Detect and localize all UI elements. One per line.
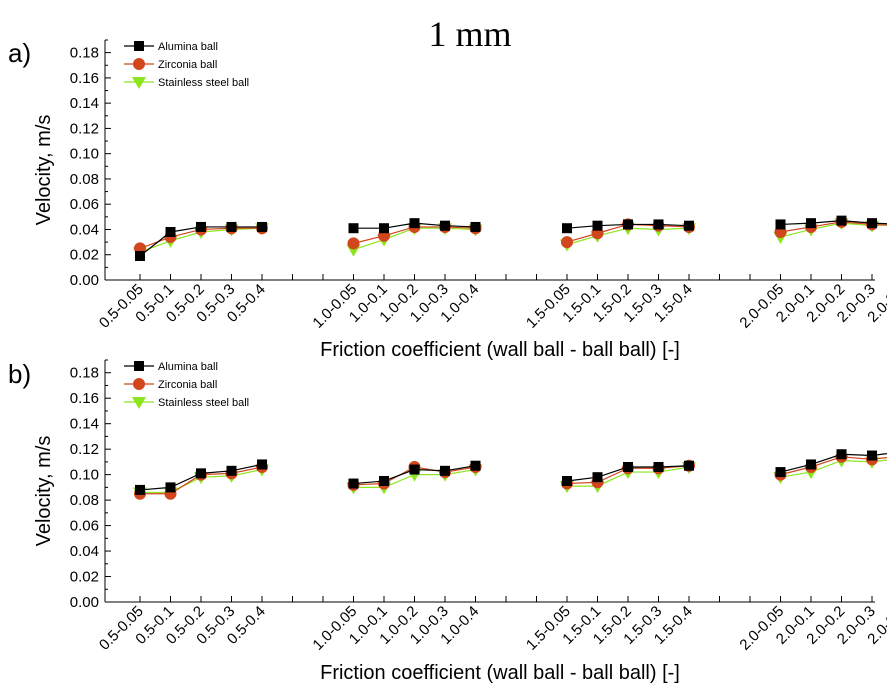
- data-point: [867, 218, 877, 229]
- data-point: [379, 476, 389, 486]
- legend-label: Alumina ball: [158, 361, 218, 373]
- legend-marker: [133, 378, 145, 390]
- y-axis-label: Velocity, m/s: [33, 436, 55, 547]
- data-point: [806, 459, 816, 470]
- data-point: [806, 218, 816, 229]
- legend-label: Stainless steel ball: [158, 77, 249, 89]
- data-point: [257, 221, 267, 232]
- y-tick-label: 0.04: [70, 221, 99, 238]
- data-point: [347, 237, 360, 250]
- data-point: [623, 461, 633, 472]
- legend-label: Zirconia ball: [158, 379, 217, 391]
- data-point: [775, 467, 786, 478]
- data-point: [623, 219, 633, 230]
- data-point: [836, 449, 847, 460]
- data-point: [867, 450, 877, 461]
- data-point: [562, 476, 572, 486]
- y-tick-label: 0.02: [70, 569, 99, 586]
- y-tick-label: 0.12: [70, 441, 99, 458]
- y-tick-label: 0.12: [70, 120, 99, 137]
- y-tick-label: 0.00: [70, 594, 99, 611]
- data-point: [592, 472, 603, 483]
- data-point: [684, 460, 694, 471]
- data-point: [653, 461, 664, 472]
- data-point: [196, 221, 206, 232]
- y-tick-label: 0.10: [70, 146, 99, 163]
- y-tick-label: 0.06: [70, 196, 99, 213]
- data-point: [165, 227, 176, 237]
- y-tick-label: 0.18: [70, 365, 99, 382]
- panel-label: a): [8, 38, 31, 68]
- legend-marker: [134, 41, 144, 51]
- data-point: [592, 220, 603, 231]
- data-point: [470, 460, 481, 471]
- legend-label: Zirconia ball: [158, 59, 217, 71]
- y-tick-label: 0.18: [70, 45, 99, 62]
- y-axis-label: Velocity, m/s: [33, 115, 55, 226]
- y-tick-label: 0.04: [70, 543, 99, 560]
- data-point: [135, 484, 145, 495]
- data-point: [409, 218, 420, 229]
- data-point: [409, 464, 420, 475]
- panel-a: a) 0.00 0.02 0.04 0.06 0.08 0.10 0.12 0.14 0.16 0.…: [8, 38, 887, 361]
- data-point: [562, 223, 572, 234]
- data-point: [379, 223, 389, 234]
- legend-label: Stainless steel ball: [158, 397, 249, 409]
- data-point: [165, 482, 176, 493]
- x-axis-label: Friction coefficient (wall ball - ball b…: [320, 339, 680, 361]
- legend-marker: [134, 361, 144, 371]
- data-point: [135, 251, 145, 261]
- data-point: [653, 219, 664, 230]
- data-point: [684, 220, 694, 231]
- y-tick-label: 0.08: [70, 171, 99, 188]
- y-tick-label: 0.10: [70, 467, 99, 484]
- data-point: [440, 465, 450, 476]
- x-axis-label: Friction coefficient (wall ball - ball b…: [320, 662, 680, 684]
- y-tick-label: 0.02: [70, 247, 99, 264]
- legend-marker: [133, 58, 145, 70]
- y-tick-label: 0.14: [70, 95, 99, 112]
- data-point: [836, 215, 847, 226]
- data-point: [196, 468, 206, 479]
- data-point: [561, 236, 573, 249]
- data-point: [226, 221, 237, 232]
- legend-marker: [132, 397, 146, 409]
- legend-label: Alumina ball: [158, 41, 218, 53]
- panel-label: b): [8, 359, 31, 389]
- y-tick-label: 0.16: [70, 390, 99, 407]
- y-tick-label: 0.00: [70, 272, 99, 289]
- figure-title: 1 mm: [428, 14, 511, 54]
- data-point: [348, 478, 359, 489]
- data-point: [257, 459, 267, 470]
- panel-b: b) 0.00 0.02 0.04 0.06 0.08 0.10 0.12 0.14 0.16 0.…: [8, 359, 887, 684]
- y-tick-label: 0.06: [70, 518, 99, 535]
- y-tick-label: 0.08: [70, 492, 99, 509]
- y-tick-label: 0.14: [70, 416, 99, 433]
- y-tick-label: 0.16: [70, 70, 99, 87]
- data-point: [226, 465, 237, 476]
- data-point: [775, 219, 786, 230]
- data-point: [440, 220, 450, 231]
- legend-marker: [132, 77, 146, 89]
- data-point: [348, 223, 359, 234]
- data-point: [470, 221, 481, 232]
